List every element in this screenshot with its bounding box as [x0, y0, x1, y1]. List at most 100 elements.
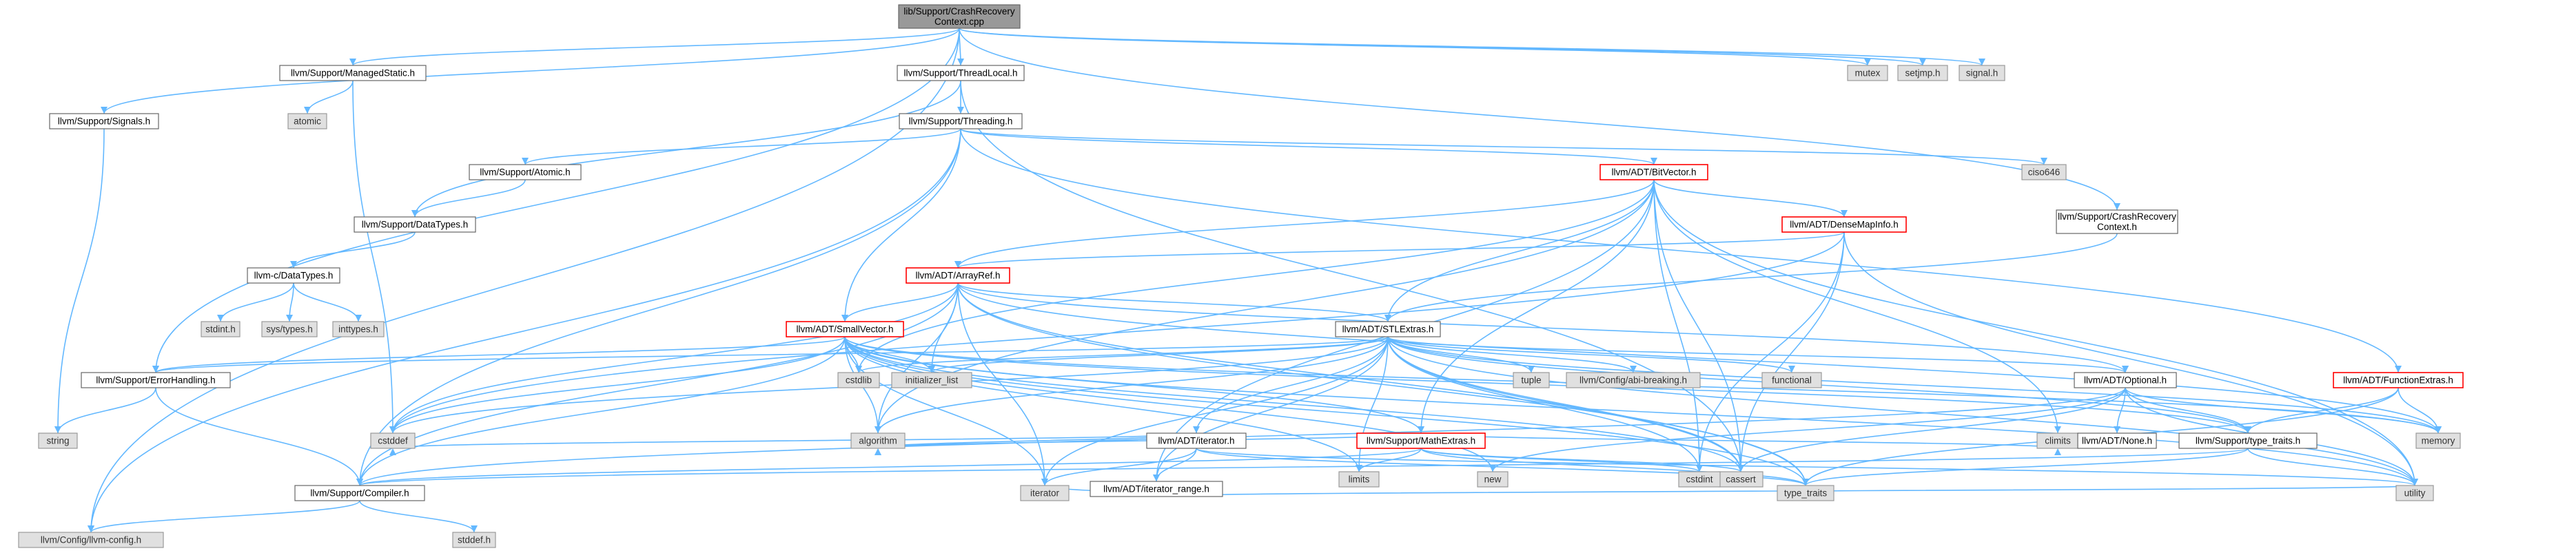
node-box — [1335, 321, 1441, 337]
node-label: llvm/Support/ThreadLocal.h — [903, 68, 1017, 79]
edge-optional-to-cassert — [1740, 387, 2126, 472]
node-label: mutex — [1855, 68, 1881, 79]
edge-root-to-managedstatic — [352, 28, 960, 66]
node-box — [2074, 372, 2177, 388]
node-label: ciso646 — [2028, 167, 2061, 178]
edge-optional-to-new — [1492, 387, 2126, 472]
edge-root-to-signals — [103, 28, 960, 114]
node-label: cstddef — [378, 436, 408, 446]
node-label: llvm/ADT/None.h — [2082, 436, 2152, 446]
node-compiler[interactable]: llvm/Support/Compiler.h — [294, 485, 425, 501]
node-optional[interactable]: llvm/ADT/Optional.h — [2074, 372, 2177, 388]
node-box — [1338, 471, 1380, 488]
edge-stlextras-to-functional — [1387, 336, 1792, 373]
node-iterrange[interactable]: llvm/ADT/iterator_range.h — [1090, 481, 1223, 497]
node-llvmconfig: llvm/Config/llvm-config.h — [18, 532, 164, 548]
node-typetraitsh[interactable]: llvm/Support/type_traits.h — [2178, 432, 2318, 449]
node-arrayref[interactable]: llvm/ADT/ArrayRef.h — [906, 267, 1010, 284]
node-label: llvm/Support/CrashRecovery — [2058, 211, 2176, 222]
edge-adtiterator-to-utility — [1196, 448, 2415, 486]
edge-mathextras-to-typetraits — [1420, 448, 1806, 486]
node-managedstatic[interactable]: llvm/Support/ManagedStatic.h — [279, 65, 427, 81]
node-ciso646: ciso646 — [2021, 164, 2067, 180]
arrowhead-mathextras-to-algorithm — [875, 448, 881, 455]
edge-stlextras-to-initlist — [931, 336, 1389, 373]
node-cdatatypes[interactable]: llvm-c/DataTypes.h — [247, 267, 340, 284]
node-label: lib/Support/CrashRecovery — [903, 6, 1015, 17]
edge-smallvector-to-compiler — [359, 336, 846, 486]
edge-stlextras-to-utility — [1387, 336, 2415, 486]
node-box — [1566, 372, 1701, 388]
edge-typetraitsh-to-compiler — [359, 448, 2249, 486]
edge-densemapinfo-to-cstddef — [392, 231, 1845, 434]
node-cstdint: cstdint — [1678, 471, 1721, 488]
node-bitvector[interactable]: llvm/ADT/BitVector.h — [1599, 164, 1708, 180]
node-setjmp: setjmp.h — [1897, 65, 1948, 81]
arrowhead-compiler-to-llvmconfig — [88, 525, 94, 532]
node-label: iterator — [1030, 488, 1060, 499]
edge-smallvector-to-errorhandling — [155, 336, 846, 373]
edge-smallvector-to-typetraits — [844, 336, 1806, 486]
arrowhead-threading-to-bitvector — [1650, 158, 1657, 165]
arrowhead-stlextras-to-abibreaking — [1630, 366, 1637, 373]
node-threading[interactable]: llvm/Support/Threading.h — [899, 113, 1023, 129]
node-functionextras[interactable]: llvm/ADT/FunctionExtras.h — [2333, 372, 2464, 388]
node-supatomic[interactable]: llvm/Support/Atomic.h — [469, 164, 582, 180]
node-signals[interactable]: llvm/Support/Signals.h — [49, 113, 159, 129]
node-box — [2056, 209, 2178, 234]
edge-stlextras-to-tuple — [1387, 336, 1532, 373]
edge-adtiterator-to-cstddef — [392, 432, 1197, 449]
node-box — [1090, 481, 1223, 497]
node-label: utility — [2404, 488, 2426, 499]
edge-arrayref-to-cassert — [957, 282, 1741, 472]
edge-arrayref-to-initlist — [931, 282, 959, 373]
arrowhead-root-to-mutex — [1864, 59, 1871, 65]
node-initlist: initializer_list — [891, 372, 972, 388]
arrowhead-optional-to-none — [2114, 426, 2120, 433]
edge-threading-to-supatomic — [524, 128, 961, 165]
node-adtiterator[interactable]: llvm/ADT/iterator.h — [1146, 432, 1247, 449]
arrowhead-threadlocal-to-threading — [957, 107, 964, 114]
node-box — [452, 532, 496, 548]
node-label: initializer_list — [906, 375, 959, 386]
node-box — [2077, 432, 2157, 449]
edge-stlextras-to-iterrange — [1156, 336, 1389, 482]
node-label: llvm/ADT/Optional.h — [2084, 375, 2167, 386]
arrowhead-root-to-setjmp — [1919, 59, 1926, 65]
node-label: limits — [1349, 474, 1370, 485]
node-new: new — [1477, 471, 1509, 488]
node-box — [81, 372, 231, 388]
node-label: cstdint — [1686, 474, 1713, 485]
arrowhead-stlextras-to-tuple — [1528, 366, 1535, 373]
node-datatypes[interactable]: llvm/Support/DataTypes.h — [354, 216, 476, 233]
edge-stlextras-to-memory — [1387, 336, 2439, 434]
arrowhead-compiler-to-stddef — [471, 525, 478, 532]
node-errorhandling[interactable]: llvm/Support/ErrorHandling.h — [81, 372, 231, 388]
arrowhead-smallvector-to-cstdlib — [855, 366, 862, 373]
node-smallvector[interactable]: llvm/ADT/SmallVector.h — [786, 321, 904, 337]
node-none[interactable]: llvm/ADT/None.h — [2077, 432, 2157, 449]
node-stlextras[interactable]: llvm/ADT/STLExtras.h — [1335, 321, 1441, 337]
node-label: cassert — [1726, 474, 1756, 485]
edge-bitvector-to-densemapinfo — [1653, 179, 1845, 218]
edge-stlextras-to-errorhandling — [155, 336, 1389, 373]
graph-edges — [54, 28, 2442, 533]
arrowhead-typetraitsh-to-typetraits — [1802, 479, 1809, 486]
node-label: llvm/ADT/BitVector.h — [1611, 167, 1696, 178]
node-threadlocal[interactable]: llvm/Support/ThreadLocal.h — [897, 65, 1025, 81]
node-box — [279, 65, 427, 81]
edge-functionextras-to-typetraitsh — [2247, 387, 2399, 434]
arrowhead-stlextras-to-adtiterator — [1193, 426, 1200, 433]
node-mathextras[interactable]: llvm/Support/MathExtras.h — [1356, 432, 1486, 449]
node-label: llvm/Support/ErrorHandling.h — [96, 375, 215, 386]
edge-bitvector-to-mathextras — [1420, 179, 1655, 434]
node-box — [1477, 471, 1509, 488]
edge-arrayref-to-cstddef — [392, 282, 959, 434]
arrowhead-smallvector-to-algorithm — [875, 426, 881, 433]
node-label: climits — [2045, 436, 2071, 446]
node-label: stdint.h — [205, 324, 236, 335]
node-densemapinfo[interactable]: llvm/ADT/DenseMapInfo.h — [1781, 216, 1907, 233]
node-label: llvm-c/DataTypes.h — [254, 271, 334, 281]
